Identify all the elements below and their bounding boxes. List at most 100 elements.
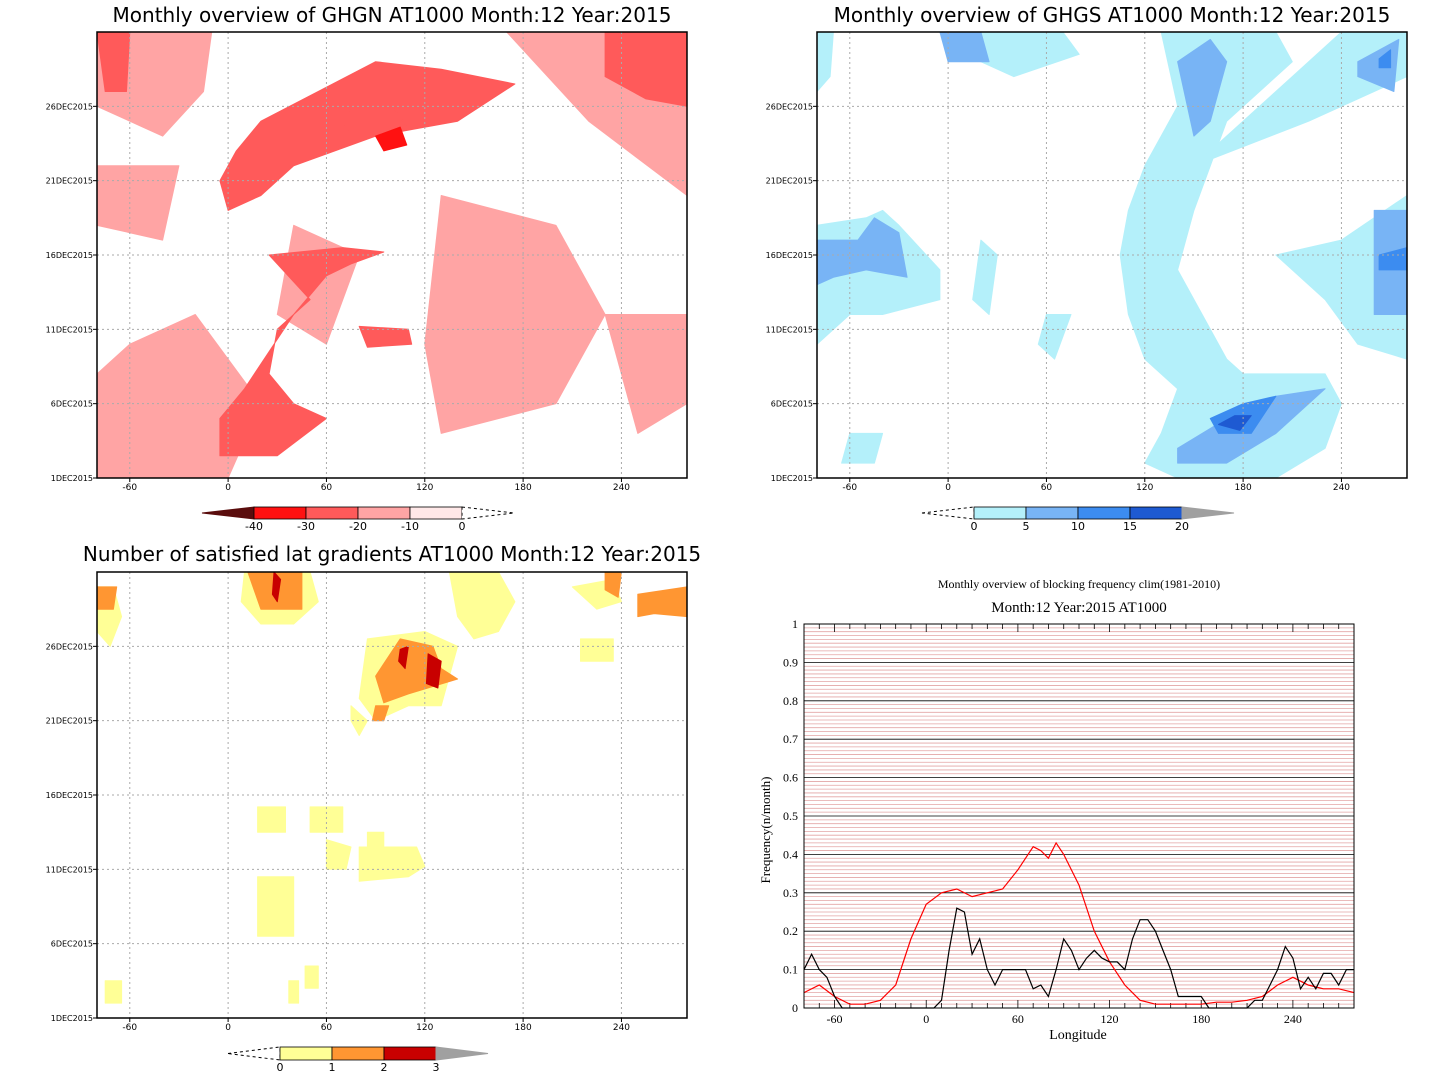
lat-gradients-y-tick-label: 16DEC2015 (46, 791, 93, 800)
ghgs-x-tick-label: 180 (1235, 483, 1252, 493)
ghgn-contour-level-3-region (375, 126, 408, 152)
ghgs-colorbar: 0 5 10 15 20 (921, 506, 1235, 533)
lat-gradients-x-tick-label: 60 (321, 1023, 333, 1033)
lat-gradients-contour-level-1-region (309, 806, 344, 833)
ghgn-colorbar-segment (409, 506, 463, 520)
ghgn-y-tick-label: 16DEC2015 (46, 251, 93, 260)
lat-gradients-contour-level-1-region (304, 965, 319, 989)
ghgs-colorbar-left-arrow (921, 506, 975, 520)
ghgs-contour-level-4-region (1218, 415, 1252, 431)
lat-gradients-y-tick-label: 6DEC2015 (51, 940, 93, 949)
ghgs-colorbar-label: 20 (1175, 520, 1189, 533)
ghgs-colorbar-right-arrow (1181, 506, 1235, 520)
lat-gradients-colorbar-segment (383, 1046, 437, 1061)
lat-gradients-contour-level-1-region (288, 980, 300, 1004)
blocking-frequency-panel: Monthly overview of blocking frequency c… (758, 577, 1355, 1043)
ghgs-y-tick-label: 16DEC2015 (766, 251, 813, 260)
lat-gradients-y-tick-label: 21DEC2015 (46, 717, 93, 726)
blocking-subtitle: Month:12 Year:2015 AT1000 (991, 600, 1166, 616)
blocking-frame (803, 623, 1355, 1009)
lat-gradients-x-tick-label: 120 (416, 1023, 433, 1033)
ghgn-contour-level-2-region (358, 325, 413, 348)
lat-gradients-contour-level-2-region (97, 586, 118, 610)
ghgs-colorbar-label: 0 (971, 520, 978, 533)
ghgn-colorbar-label: 0 (459, 520, 466, 533)
ghgs-colorbar-segment (973, 506, 1027, 520)
ghgs-colorbar-label: 10 (1071, 520, 1085, 533)
lat-gradients-y-tick-label: 1DEC2015 (51, 1014, 93, 1023)
ghgs-contour-level-1-region (817, 32, 834, 92)
lat-gradients-contour-level-1-region (325, 839, 352, 870)
blocking-y-tick-label: 0.2 (783, 924, 798, 938)
ghgs-contour-level-1-region (1193, 32, 1407, 167)
blocking-x-tick-label: 0 (923, 1012, 929, 1026)
ghgn-y-tick-label: 6DEC2015 (51, 400, 93, 409)
ghgn-colorbar-label: -30 (297, 520, 315, 533)
blocking-x-tick-label: 240 (1284, 1012, 1302, 1026)
ghgs-contour-level-2-region (939, 32, 990, 63)
ghgn-contour-level-1-region (97, 165, 180, 241)
ghgs-colorbar-label: 5 (1023, 520, 1030, 533)
lat-gradients-x-tick-label: -60 (122, 1023, 137, 1033)
ghgs-x-tick-label: 60 (1041, 483, 1053, 493)
ghgs-contour-level-3-region (1378, 247, 1407, 271)
lat-gradients-colorbar-segment (331, 1046, 385, 1061)
lat-gradients-colorbar-right-arrow (435, 1046, 489, 1061)
ghgn-colorbar-segment (357, 506, 411, 520)
ghgs-x-tick-label: -60 (842, 483, 857, 493)
ghgs-contour-level-2-region (817, 217, 908, 286)
lat-gradients-contour-level-1-region (104, 980, 123, 1004)
lat-gradients-contour-level-2-region (637, 586, 687, 618)
lat-gradients-x-tick-label: 240 (613, 1023, 630, 1033)
ghgn-contour-level-1-region (424, 195, 606, 434)
ghgs-contour-level-1-region (841, 432, 884, 464)
ghgn-colorbar-label: -10 (401, 520, 419, 533)
blocking-y-tick-label: 0.7 (783, 732, 798, 746)
ghgn-y-tick-label: 1DEC2015 (51, 474, 93, 483)
lat-gradients-contour-level-2-region (604, 572, 622, 598)
lat-gradients-colorbar-label: 2 (381, 1061, 388, 1074)
lat-gradients-contour-level-1-region (580, 638, 614, 662)
lat-gradients-frame (96, 571, 688, 1019)
ghgs-contour-level-3-region (1378, 49, 1392, 69)
ghgs-contour-level-1-region (972, 239, 998, 315)
ghgs-y-tick-label: 6DEC2015 (771, 400, 813, 409)
blocking-x-tick-label: -60 (827, 1012, 843, 1026)
lat-gradients-panel: Number of satisfied lat gradients AT1000… (46, 542, 701, 1074)
lat-gradients-contour-level-3-region (425, 653, 442, 689)
blocking-y-tick-label: 0.4 (783, 847, 798, 861)
lat-gradients-colorbar-label: 3 (433, 1061, 440, 1074)
ghgn-contour-level-2-region (97, 32, 131, 92)
blocking-x-tick-label: 120 (1101, 1012, 1119, 1026)
lat-gradients-y-tick-label: 26DEC2015 (46, 642, 93, 651)
blocking-xlabel: Longitude (1049, 1028, 1107, 1043)
ghgs-plot-area: -60 0 60 120 180 240 1DEC2015 6DEC2015 11DEC2015… (766, 31, 1408, 493)
ghgn-panel: Monthly overview of GHGN AT1000 Month:12… (46, 3, 688, 533)
blocking-y-tick-label: 0.6 (783, 771, 798, 785)
ghgs-y-tick-label: 21DEC2015 (766, 177, 813, 186)
ghgn-y-tick-label: 11DEC2015 (46, 325, 93, 334)
ghgs-x-tick-label: 0 (945, 483, 951, 493)
ghgn-colorbar-segment (253, 506, 307, 520)
lat-gradients-contour-level-3-region (398, 645, 409, 670)
lat-gradients-contour-level-1-region (257, 876, 295, 937)
ghgn-y-tick-label: 21DEC2015 (46, 177, 93, 186)
ghgn-contour-level-2-region (219, 61, 516, 211)
lat-gradients-y-tick-label: 11DEC2015 (46, 865, 93, 874)
blocking-x-tick-label: 180 (1192, 1012, 1210, 1026)
lat-gradients-colorbar-segment (279, 1046, 333, 1061)
blocking-y-tick-label: 0.1 (783, 963, 798, 977)
blocking-y-tick-label: 0.5 (783, 809, 798, 823)
lat-gradients-contour-level-1-region (257, 806, 286, 833)
ghgs-colorbar-segment (1129, 506, 1183, 520)
blocking-y-tick-label: 0 (792, 1001, 798, 1015)
ghgs-title: Monthly overview of GHGS AT1000 Month:12… (834, 3, 1391, 27)
lat-gradients-contour-level-1-region (448, 572, 516, 640)
lat-gradients-x-tick-label: 180 (515, 1023, 532, 1033)
blocking-y-tick-label: 1 (792, 617, 798, 631)
ghgn-colorbar-right-arrow (461, 506, 515, 520)
lat-gradients-colorbar-label: 1 (329, 1061, 336, 1074)
ghgn-frame (96, 31, 688, 479)
ghgs-frame (816, 31, 1408, 479)
lat-gradients-contour-level-1-region (358, 846, 426, 882)
